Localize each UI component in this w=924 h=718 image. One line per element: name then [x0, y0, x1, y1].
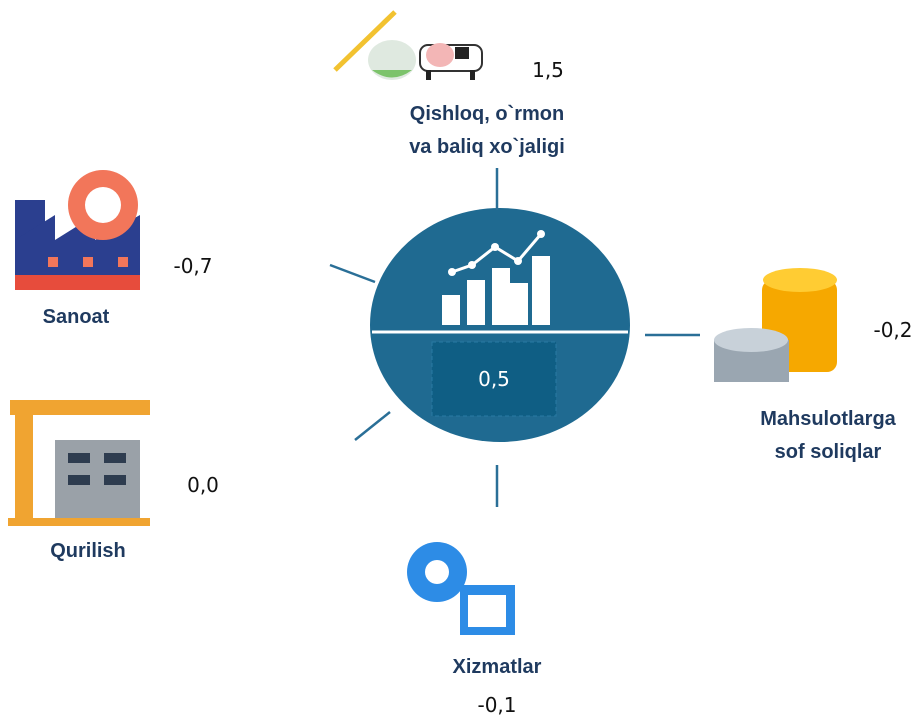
- sector-value: -0,1: [477, 693, 516, 717]
- construction-icon: [8, 400, 150, 526]
- sector-label: Mahsulotlarga: [760, 408, 896, 430]
- spoke: [355, 412, 390, 440]
- sector-label: Qishloq, o`rmon: [410, 103, 564, 125]
- diagram: 0,5 Qish: [0, 0, 924, 718]
- sector-label: Xizmatlar: [453, 656, 542, 678]
- sector-value: -0,7: [173, 254, 212, 278]
- services-icon: [407, 542, 515, 635]
- sector-label: Qurilish: [50, 540, 126, 562]
- sector-value: -0,2: [873, 318, 912, 342]
- sector-label: Sanoat: [43, 306, 110, 328]
- agriculture-icon: [335, 12, 482, 80]
- industry-icon: [15, 170, 140, 290]
- center-value: 0,5: [478, 367, 510, 391]
- spoke: [330, 265, 375, 282]
- sector-label: va baliq xo`jaligi: [409, 136, 565, 158]
- sector-value: 0,0: [187, 473, 219, 497]
- sector-value: 1,5: [532, 58, 564, 82]
- sector-label: sof soliqlar: [775, 441, 882, 463]
- taxes-icon: [714, 268, 837, 382]
